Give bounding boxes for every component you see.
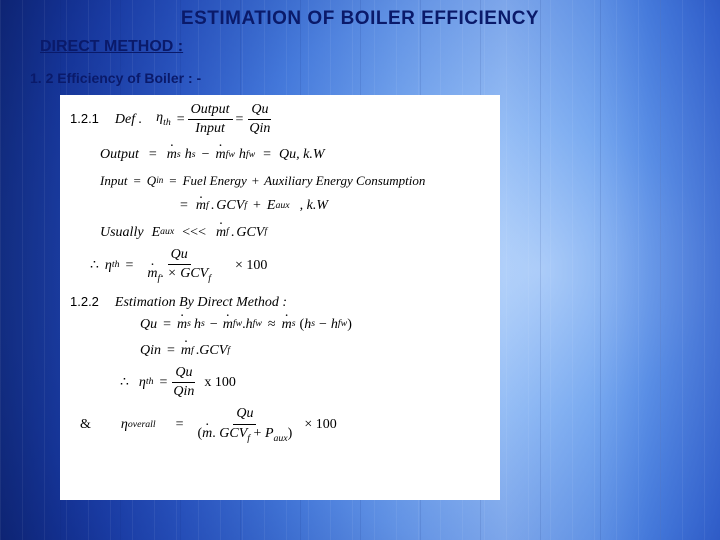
eq-therefore-eta: ∴ ηth = Qu mf. × GCVf × 100 bbox=[90, 246, 490, 286]
eq-input: Input = Qin = Fuel Energy + Auxiliary En… bbox=[100, 173, 490, 190]
mdot-fw: m bbox=[215, 146, 225, 164]
def-label: Def . bbox=[115, 111, 142, 129]
sec-1-2-2: 1.2.2 Estimation By Direct Method : bbox=[70, 294, 490, 312]
eq-eta-overall: & ηoverall = Qu (m. GCVf + Paux) × 100 bbox=[80, 405, 490, 445]
eq-output: Output = ms hs − mfw hfw = Qu, k.W bbox=[100, 146, 490, 164]
eta-th: ηth bbox=[156, 109, 171, 130]
eq-qin: Qin = mf . GCVf bbox=[140, 342, 490, 360]
eq-input-2: = mf . GCVf + Eaux , k.W bbox=[180, 197, 490, 215]
frac-qu-mfgcv: Qu mf. × GCVf bbox=[144, 246, 214, 286]
frac-overall: Qu (m. GCVf + Paux) bbox=[195, 405, 296, 445]
eq-qu: Qu = ms hs − mfw . hfw ≈ ms ( hs − hfw ) bbox=[140, 316, 490, 334]
section-label: 1. 2 Efficiency of Boiler : - bbox=[30, 70, 201, 86]
frac-qu-qin: Qu Qin bbox=[246, 101, 273, 138]
eq-eta-th-final: ∴ ηth = Qu Qin x 100 bbox=[120, 364, 490, 401]
frac-output-input: Output Input bbox=[188, 101, 233, 138]
math-block: 1.2.1 Def . ηth = Output Input = Qu Qin … bbox=[60, 95, 500, 500]
slide-subtitle: DIRECT METHOD : bbox=[40, 38, 183, 56]
mdot-f: m bbox=[196, 197, 206, 215]
eq-usually: Usually Eaux <<< mf . GCVf bbox=[100, 224, 490, 242]
mdot-s: m bbox=[167, 146, 177, 164]
eq-definition: 1.2.1 Def . ηth = Output Input = Qu Qin bbox=[70, 101, 490, 138]
slide-title: ESTIMATION OF BOILER EFFICIENCY bbox=[0, 8, 720, 30]
slide-root: ESTIMATION OF BOILER EFFICIENCY DIRECT M… bbox=[0, 0, 720, 540]
sec-num-1: 1.2.1 bbox=[70, 111, 99, 128]
frac-qu-qin-2: Qu Qin bbox=[170, 364, 197, 401]
